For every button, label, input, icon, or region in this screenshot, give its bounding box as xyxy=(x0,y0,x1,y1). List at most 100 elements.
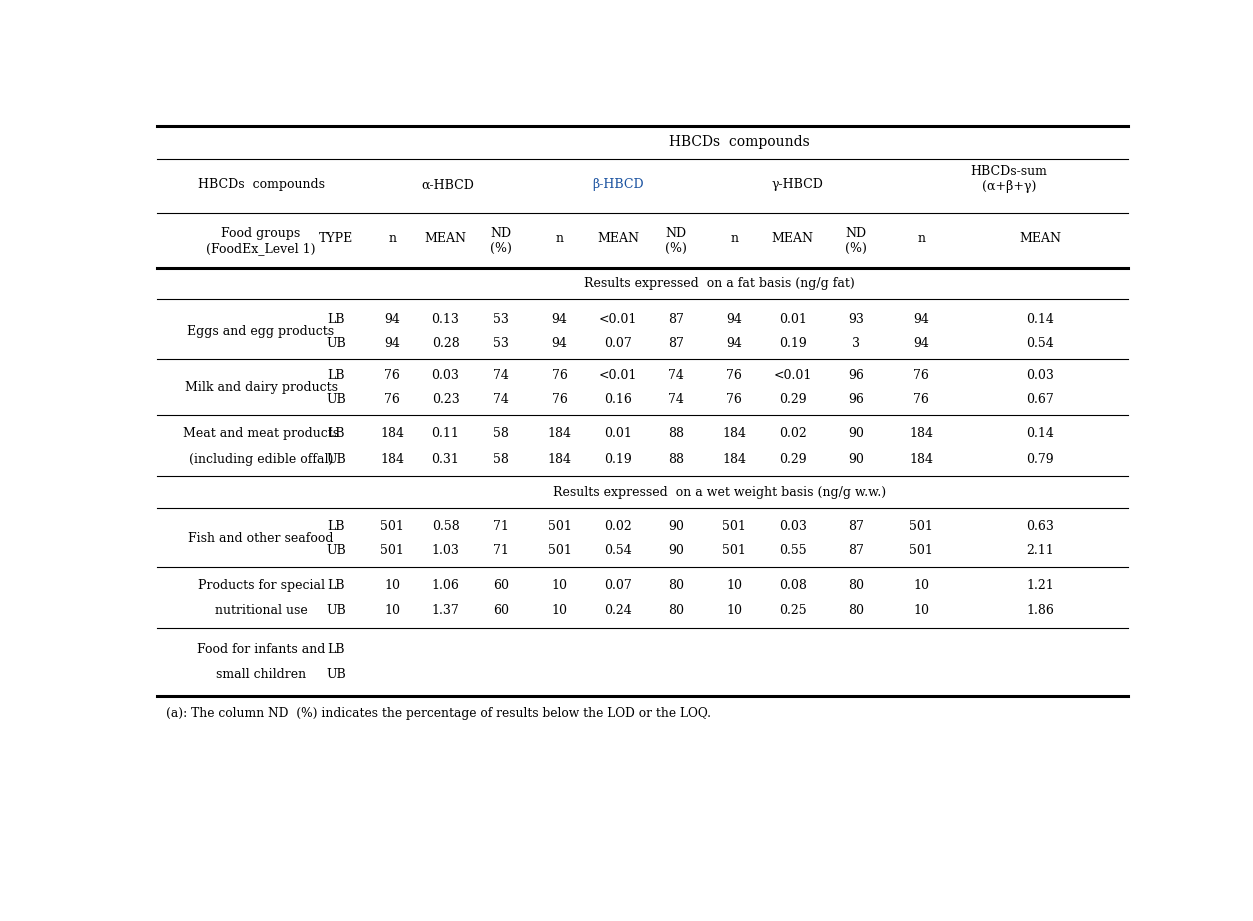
Text: 94: 94 xyxy=(913,312,930,325)
Text: UB: UB xyxy=(326,543,346,556)
Text: n: n xyxy=(388,232,396,245)
Text: 0.03: 0.03 xyxy=(431,369,460,382)
Text: 10: 10 xyxy=(913,579,930,592)
Text: 94: 94 xyxy=(551,312,568,325)
Text: 96: 96 xyxy=(848,393,863,406)
Text: n: n xyxy=(917,232,926,245)
Text: 0.23: 0.23 xyxy=(431,393,460,406)
Text: 94: 94 xyxy=(385,337,400,350)
Text: 87: 87 xyxy=(848,543,863,556)
Text: 0.02: 0.02 xyxy=(604,519,632,532)
Text: α-HBCD: α-HBCD xyxy=(421,179,475,192)
Text: 0.16: 0.16 xyxy=(604,393,632,406)
Text: 96: 96 xyxy=(848,369,863,382)
Text: 0.63: 0.63 xyxy=(1026,519,1054,532)
Text: 184: 184 xyxy=(723,453,747,466)
Text: β-HBCD: β-HBCD xyxy=(593,179,644,192)
Text: 0.08: 0.08 xyxy=(779,579,807,592)
Text: (including edible offal): (including edible offal) xyxy=(189,453,333,466)
Text: Results expressed  on a fat basis (ng/g fat): Results expressed on a fat basis (ng/g f… xyxy=(584,277,856,290)
Text: ND
(%): ND (%) xyxy=(490,227,512,255)
Text: MEAN: MEAN xyxy=(772,232,813,245)
Text: 0.24: 0.24 xyxy=(604,604,632,617)
Text: Food groups
(FoodEx_Level 1): Food groups (FoodEx_Level 1) xyxy=(207,227,316,255)
Text: 58: 58 xyxy=(494,453,509,466)
Text: n: n xyxy=(730,232,738,245)
Text: 184: 184 xyxy=(910,453,933,466)
Text: 94: 94 xyxy=(385,312,400,325)
Text: 90: 90 xyxy=(668,519,684,532)
Text: 0.58: 0.58 xyxy=(431,519,460,532)
Text: UB: UB xyxy=(326,393,346,406)
Text: 53: 53 xyxy=(494,337,509,350)
Text: <0.01: <0.01 xyxy=(599,369,637,382)
Text: <0.01: <0.01 xyxy=(599,312,637,325)
Text: 0.54: 0.54 xyxy=(1026,337,1054,350)
Text: Food for infants and: Food for infants and xyxy=(197,643,326,656)
Text: 1.37: 1.37 xyxy=(431,604,460,617)
Text: 184: 184 xyxy=(548,427,571,440)
Text: 184: 184 xyxy=(548,453,571,466)
Text: 90: 90 xyxy=(668,543,684,556)
Text: 74: 74 xyxy=(494,393,509,406)
Text: Meat and meat products: Meat and meat products xyxy=(183,427,340,440)
Text: 87: 87 xyxy=(668,337,684,350)
Text: 0.29: 0.29 xyxy=(779,393,807,406)
Text: 74: 74 xyxy=(668,393,684,406)
Text: 74: 74 xyxy=(668,369,684,382)
Text: 0.79: 0.79 xyxy=(1026,453,1054,466)
Text: 184: 184 xyxy=(723,427,747,440)
Text: Eggs and egg products: Eggs and egg products xyxy=(188,324,335,338)
Text: 10: 10 xyxy=(385,604,400,617)
Text: 94: 94 xyxy=(727,312,742,325)
Text: 0.54: 0.54 xyxy=(604,543,632,556)
Text: 71: 71 xyxy=(494,543,509,556)
Text: nutritional use: nutritional use xyxy=(214,604,307,617)
Text: 0.07: 0.07 xyxy=(604,579,632,592)
Text: 0.31: 0.31 xyxy=(431,453,460,466)
Text: 80: 80 xyxy=(668,604,684,617)
Text: 10: 10 xyxy=(727,604,743,617)
Text: 0.67: 0.67 xyxy=(1026,393,1054,406)
Text: 74: 74 xyxy=(494,369,509,382)
Text: 88: 88 xyxy=(668,427,684,440)
Text: 0.55: 0.55 xyxy=(779,543,807,556)
Text: HBCDs  compounds: HBCDs compounds xyxy=(198,179,325,192)
Text: 71: 71 xyxy=(494,519,509,532)
Text: LB: LB xyxy=(327,427,345,440)
Text: 0.01: 0.01 xyxy=(779,312,807,325)
Text: 501: 501 xyxy=(723,543,747,556)
Text: 87: 87 xyxy=(848,519,863,532)
Text: 76: 76 xyxy=(551,393,568,406)
Text: 88: 88 xyxy=(668,453,684,466)
Text: UB: UB xyxy=(326,604,346,617)
Text: 0.01: 0.01 xyxy=(604,427,632,440)
Text: 3: 3 xyxy=(852,337,860,350)
Text: ND
(%): ND (%) xyxy=(845,227,867,255)
Text: 94: 94 xyxy=(727,337,742,350)
Text: <0.01: <0.01 xyxy=(773,369,812,382)
Text: 90: 90 xyxy=(848,453,863,466)
Text: n: n xyxy=(555,232,564,245)
Text: 10: 10 xyxy=(551,604,568,617)
Text: 1.21: 1.21 xyxy=(1026,579,1054,592)
Text: LB: LB xyxy=(327,579,345,592)
Text: 60: 60 xyxy=(494,604,510,617)
Text: 0.25: 0.25 xyxy=(779,604,807,617)
Text: 2.11: 2.11 xyxy=(1026,543,1054,556)
Text: UB: UB xyxy=(326,337,346,350)
Text: HBCDs-sum
(α+β+γ): HBCDs-sum (α+β+γ) xyxy=(970,165,1048,193)
Text: 94: 94 xyxy=(551,337,568,350)
Text: 60: 60 xyxy=(494,579,510,592)
Text: Fish and other seafood: Fish and other seafood xyxy=(188,531,333,544)
Text: 501: 501 xyxy=(910,519,933,532)
Text: 80: 80 xyxy=(848,604,863,617)
Text: 0.14: 0.14 xyxy=(1026,312,1054,325)
Text: 10: 10 xyxy=(913,604,930,617)
Text: HBCDs  compounds: HBCDs compounds xyxy=(669,135,809,149)
Text: 501: 501 xyxy=(548,543,571,556)
Text: LB: LB xyxy=(327,312,345,325)
Text: 501: 501 xyxy=(380,543,403,556)
Text: 0.11: 0.11 xyxy=(431,427,460,440)
Text: 76: 76 xyxy=(727,369,742,382)
